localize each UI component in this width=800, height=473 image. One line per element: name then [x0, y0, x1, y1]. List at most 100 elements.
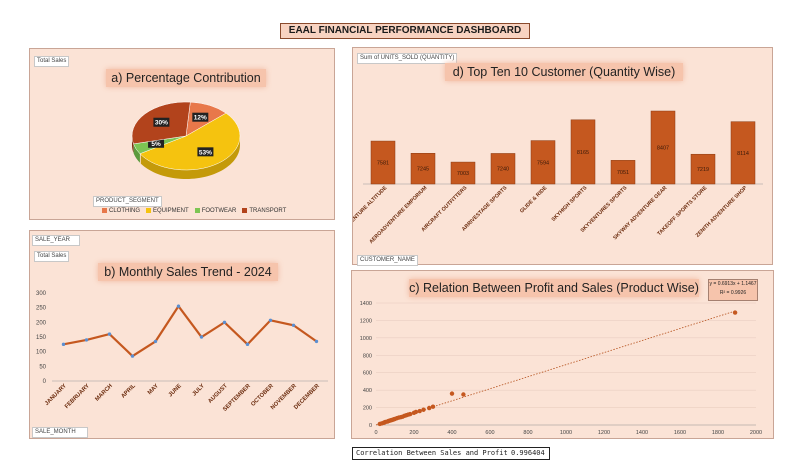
x-tick-label: 600	[485, 430, 494, 436]
legend-label: FOOTWEAR	[201, 208, 237, 215]
r-squared-text: R² = 0.9926	[719, 290, 747, 296]
x-tick-label: JULY	[192, 383, 206, 397]
y-tick-label: 800	[363, 353, 372, 359]
y-tick-label: 100	[36, 350, 47, 356]
equation-text: y = 0.6913x + 1.1467	[709, 281, 757, 287]
pie-chart: 12% 53% 5% 30%	[131, 101, 241, 179]
panel-b-title: b) Monthly Sales Trend - 2024	[98, 263, 278, 281]
x-tick-label: 1400	[636, 430, 648, 436]
line-point-july	[199, 335, 204, 339]
x-tick-label: 200	[409, 430, 418, 436]
bar-7	[610, 160, 636, 185]
legend-swatch	[242, 208, 248, 213]
scatter-point	[461, 392, 466, 397]
line-point-march	[107, 332, 112, 336]
product-segment-field-button[interactable]: PRODUCT_SEGMENT	[93, 196, 162, 207]
pie-label-bg	[153, 117, 170, 127]
x-tick-label: 1600	[674, 430, 686, 436]
y-tick-label: 400	[363, 388, 372, 394]
pie-slice-side	[133, 144, 140, 163]
x-tick-label: 400	[447, 430, 456, 436]
x-tick-label: 800	[523, 430, 532, 436]
legend-swatch	[194, 208, 200, 213]
scatter-point	[413, 409, 419, 415]
y-tick-label: 200	[36, 320, 47, 326]
pie-data-label: 12%	[194, 115, 207, 122]
total-sales-field-button-b[interactable]: Total Sales	[34, 251, 70, 262]
x-tick-label: 1000	[560, 430, 572, 436]
bar-3	[450, 161, 476, 185]
legend-label: EQUIPMENT	[153, 208, 189, 215]
scatter-point	[732, 310, 738, 315]
bar-category-label: SKYHIGH SPORTS	[551, 185, 589, 223]
y-tick-label: 250	[36, 306, 47, 312]
bar-data-label: 8407	[657, 146, 669, 152]
x-tick-label: 2000	[750, 430, 762, 436]
pie-data-label: 53%	[199, 149, 212, 156]
customer-name-field-button[interactable]: CUSTOMER_NAME	[357, 255, 418, 266]
bar-data-label: 7051	[617, 170, 629, 176]
correlation-value: 0.996404	[511, 449, 545, 457]
legend-swatch	[102, 208, 107, 213]
sale-month-field-button[interactable]: SALE_MONTH	[32, 427, 88, 438]
y-tick-label: 50	[39, 364, 46, 370]
scatter-point	[421, 407, 426, 412]
units-sold-field-button[interactable]: Sum of UNITS_SOLD (QUANTITY)	[357, 53, 458, 64]
bar-category-label: AIRCRAFT OUTFITTERS	[420, 185, 468, 233]
line-point-november	[291, 323, 296, 327]
bar-data-label: 7594	[537, 160, 549, 166]
legend-item-clothing: CLOTHING	[102, 208, 140, 214]
dashboard-title: EAAL FINANCIAL PERFORMANCE DASHBOARD	[280, 23, 530, 39]
panel-top-customers: Sum of UNITS_SOLD (QUANTITY) d) Top Ten …	[352, 47, 773, 266]
bar-6	[570, 119, 596, 185]
x-tick-label: DECEMBER	[293, 383, 321, 411]
line-point-august	[222, 320, 227, 325]
legend-swatch	[146, 208, 152, 213]
scatter-chart: 0 200 400 600 800 1000 1200 1400 0 200 400 600 800 10…	[360, 301, 762, 436]
pie-label-bg	[148, 138, 165, 148]
bar-data-label: 7245	[417, 167, 429, 173]
legend-item-equipment: EQUIPMENT	[146, 208, 189, 214]
bar-8	[650, 110, 676, 185]
y-tick-label: 300	[36, 291, 47, 297]
x-tick-label: MAY	[147, 383, 160, 396]
trendline-equation: y = 0.6913x + 1.1467 R² = 0.9926	[708, 279, 758, 301]
line-point-april	[130, 354, 135, 358]
bar-data-label: 7581	[377, 161, 389, 167]
x-tick-label: 1200	[598, 430, 610, 436]
y-tick-label: 600	[363, 371, 372, 377]
pie-data-label: 30%	[155, 120, 168, 127]
bar-data-label: 7003	[457, 171, 469, 177]
x-tick-label: AUGUST	[207, 383, 229, 405]
pie-slice-side	[140, 134, 240, 179]
sale-year-field-button[interactable]: SALE_YEAR	[32, 235, 80, 246]
bar-9	[690, 153, 716, 185]
line-point-june	[176, 304, 181, 308]
bar-10	[730, 121, 756, 185]
legend-item-transport: TRANSPORT	[242, 208, 286, 214]
total-sales-field-button[interactable]: Total Sales	[34, 56, 70, 67]
line-point-october	[268, 318, 273, 322]
scatter-point	[430, 404, 436, 409]
pie-slice-side	[132, 135, 134, 153]
pie-label-bg	[197, 147, 214, 157]
panel-profit-sales: c) Relation Between Profit and Sales (Pr…	[351, 270, 774, 439]
scatter-point	[417, 408, 422, 414]
y-tick-label: 1000	[360, 336, 372, 342]
y-tick-label: 150	[36, 335, 47, 341]
y-tick-label: 200	[363, 406, 372, 412]
x-tick-label: 0	[374, 430, 377, 436]
panel-a-title: a) Percentage Contribution	[106, 69, 266, 87]
correlation-box: Correlation Between Sales and Profit 0.9…	[352, 447, 550, 460]
scatter-point	[427, 405, 432, 411]
y-tick-label: 1400	[360, 301, 372, 307]
line-point-december	[314, 339, 319, 344]
line-point-september	[245, 342, 250, 347]
legend-label: CLOTHING	[109, 208, 141, 215]
x-tick-label: FEBRUARY	[64, 383, 91, 410]
x-tick-label: JUNE	[168, 383, 183, 398]
line-point-february	[84, 338, 89, 342]
bar-data-label: 7219	[697, 167, 709, 173]
panel-d-title: d) Top Ten 10 Customer (Quantity Wise)	[445, 63, 683, 81]
